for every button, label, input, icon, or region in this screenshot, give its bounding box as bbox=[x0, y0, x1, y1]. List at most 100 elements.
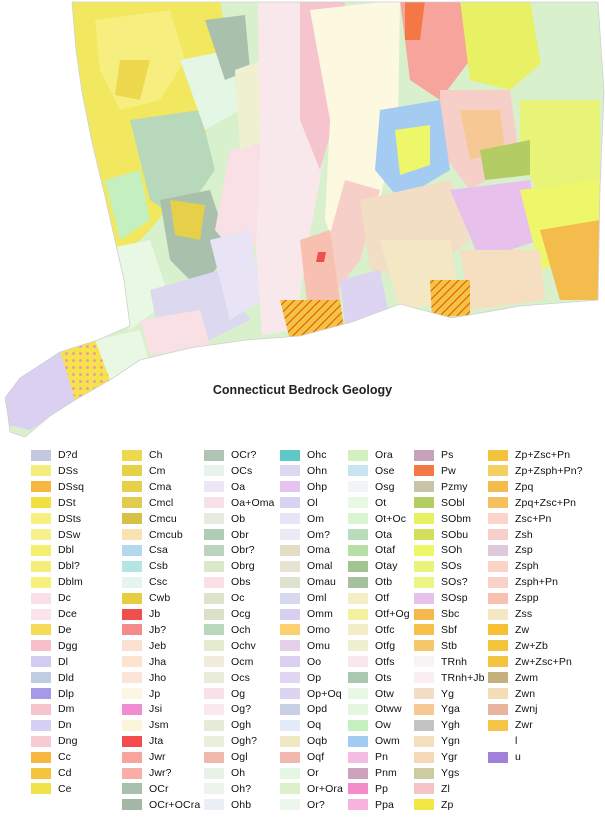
legend-item: Zsp bbox=[488, 543, 533, 557]
legend-swatch bbox=[280, 592, 300, 604]
legend-swatch bbox=[414, 608, 434, 620]
legend-item: Ygh bbox=[414, 718, 460, 732]
legend-swatch bbox=[280, 719, 300, 731]
legend-label: Csc bbox=[149, 576, 168, 589]
legend-swatch bbox=[348, 640, 368, 652]
legend-swatch bbox=[348, 624, 368, 636]
legend-item: Ochv bbox=[204, 639, 256, 653]
legend-item: Zsph bbox=[488, 559, 539, 573]
legend-item: SOsp bbox=[414, 591, 468, 605]
legend-swatch bbox=[204, 640, 224, 652]
legend-swatch bbox=[122, 513, 142, 525]
legend-label: Otf bbox=[375, 592, 390, 605]
legend-label: Oqf bbox=[307, 751, 325, 764]
legend-label: Zw+Zb bbox=[515, 639, 548, 652]
legend-item: Dgg bbox=[31, 639, 78, 653]
legend-label: Oqb bbox=[307, 735, 328, 748]
legend-label: Otb bbox=[375, 576, 393, 589]
legend-swatch bbox=[122, 608, 142, 620]
legend-label: Omal bbox=[307, 560, 333, 573]
legend-item: TRnh+Jb bbox=[414, 671, 485, 685]
legend-label: Zwnj bbox=[515, 703, 538, 716]
legend-item: Zspp bbox=[488, 591, 539, 605]
legend-swatch bbox=[122, 751, 142, 763]
legend-label: Jsm bbox=[149, 719, 169, 732]
legend-swatch bbox=[122, 592, 142, 604]
legend-label: Ogl bbox=[231, 751, 248, 764]
legend-label: Csb bbox=[149, 560, 168, 573]
legend-item: u bbox=[488, 750, 521, 764]
legend-item: Ygs bbox=[414, 766, 459, 780]
legend-label: D?d bbox=[58, 449, 78, 461]
legend-swatch bbox=[414, 751, 434, 763]
legend-swatch bbox=[31, 608, 51, 620]
legend-label: Dlp bbox=[58, 687, 75, 700]
legend-label: Ot+Oc bbox=[375, 512, 407, 525]
legend-swatch bbox=[414, 767, 434, 779]
legend-swatch bbox=[488, 465, 508, 477]
legend-swatch bbox=[488, 751, 508, 763]
legend-item: Ow bbox=[348, 718, 391, 732]
legend-label: Ob bbox=[231, 512, 246, 525]
legend-label: Otww bbox=[375, 703, 402, 716]
legend-item: Ps bbox=[414, 448, 453, 462]
legend-swatch bbox=[31, 640, 51, 652]
legend-label: Omu bbox=[307, 639, 331, 652]
legend-item: Otf+Og bbox=[348, 607, 410, 621]
legend-swatch bbox=[204, 783, 224, 795]
legend-item: Dn bbox=[31, 718, 72, 732]
legend-label: SOs? bbox=[441, 576, 468, 589]
legend-item: Jha bbox=[122, 655, 166, 669]
legend-label: Ochv bbox=[231, 639, 256, 652]
legend-label: SObu bbox=[441, 528, 469, 541]
legend-swatch bbox=[280, 481, 300, 493]
legend-swatch bbox=[204, 513, 224, 525]
legend-swatch bbox=[488, 497, 508, 509]
legend-swatch bbox=[122, 576, 142, 588]
legend-label: Och bbox=[231, 623, 251, 636]
legend-item: Pnm bbox=[348, 766, 397, 780]
legend-item: DSs bbox=[31, 464, 78, 478]
legend-swatch bbox=[348, 449, 368, 461]
legend-swatch bbox=[204, 544, 224, 556]
map-units bbox=[5, 2, 604, 437]
legend-item: Zss bbox=[488, 607, 532, 621]
legend-item: Zwm bbox=[488, 671, 538, 685]
legend-item: Ogl bbox=[204, 750, 248, 764]
legend-swatch bbox=[204, 449, 224, 461]
legend-label: Otw bbox=[375, 687, 394, 700]
legend-label: Zpq+Zsc+Pn bbox=[515, 496, 577, 509]
legend-item: Oq bbox=[280, 718, 321, 732]
legend-label: Otfg bbox=[375, 639, 396, 652]
legend-item: Sbc bbox=[414, 607, 459, 621]
legend-swatch bbox=[31, 719, 51, 731]
legend-swatch bbox=[280, 544, 300, 556]
legend-item: Yg bbox=[414, 687, 454, 701]
legend-swatch bbox=[414, 783, 434, 795]
legend-label: Oq bbox=[307, 719, 322, 732]
legend-item: Dc bbox=[31, 591, 71, 605]
legend-label: u bbox=[515, 751, 521, 764]
legend-label: DSw bbox=[58, 528, 81, 541]
legend-item: Omm bbox=[280, 607, 333, 621]
legend-label: Pw bbox=[441, 464, 456, 477]
legend-label: Cmcu bbox=[149, 512, 177, 525]
legend-label: Zwm bbox=[515, 671, 539, 684]
legend-label: Ppa bbox=[375, 798, 394, 811]
legend-item: Jp bbox=[122, 687, 160, 701]
legend-swatch bbox=[348, 560, 368, 572]
legend-label: Jha bbox=[149, 655, 167, 668]
legend-swatch bbox=[31, 465, 51, 477]
legend-label: Zsc+Pn bbox=[515, 512, 552, 525]
legend-item: Zp+Zsph+Pn? bbox=[488, 464, 583, 478]
legend-label: Cm bbox=[149, 464, 166, 477]
legend-item: Zsph+Pn bbox=[488, 575, 558, 589]
legend-item: Ocm bbox=[204, 655, 253, 669]
legend-item: Pw bbox=[414, 464, 456, 478]
legend-swatch bbox=[280, 751, 300, 763]
legend: D?d DSs DSsq DSt DSts DSw Dbl Dbl? Dblm Dc Dce De Dg… bbox=[0, 448, 605, 820]
legend-label: Dbl bbox=[58, 544, 75, 557]
legend-swatch bbox=[31, 656, 51, 668]
legend-label: Sbc bbox=[441, 608, 460, 620]
legend-item: Jwr bbox=[122, 750, 166, 764]
